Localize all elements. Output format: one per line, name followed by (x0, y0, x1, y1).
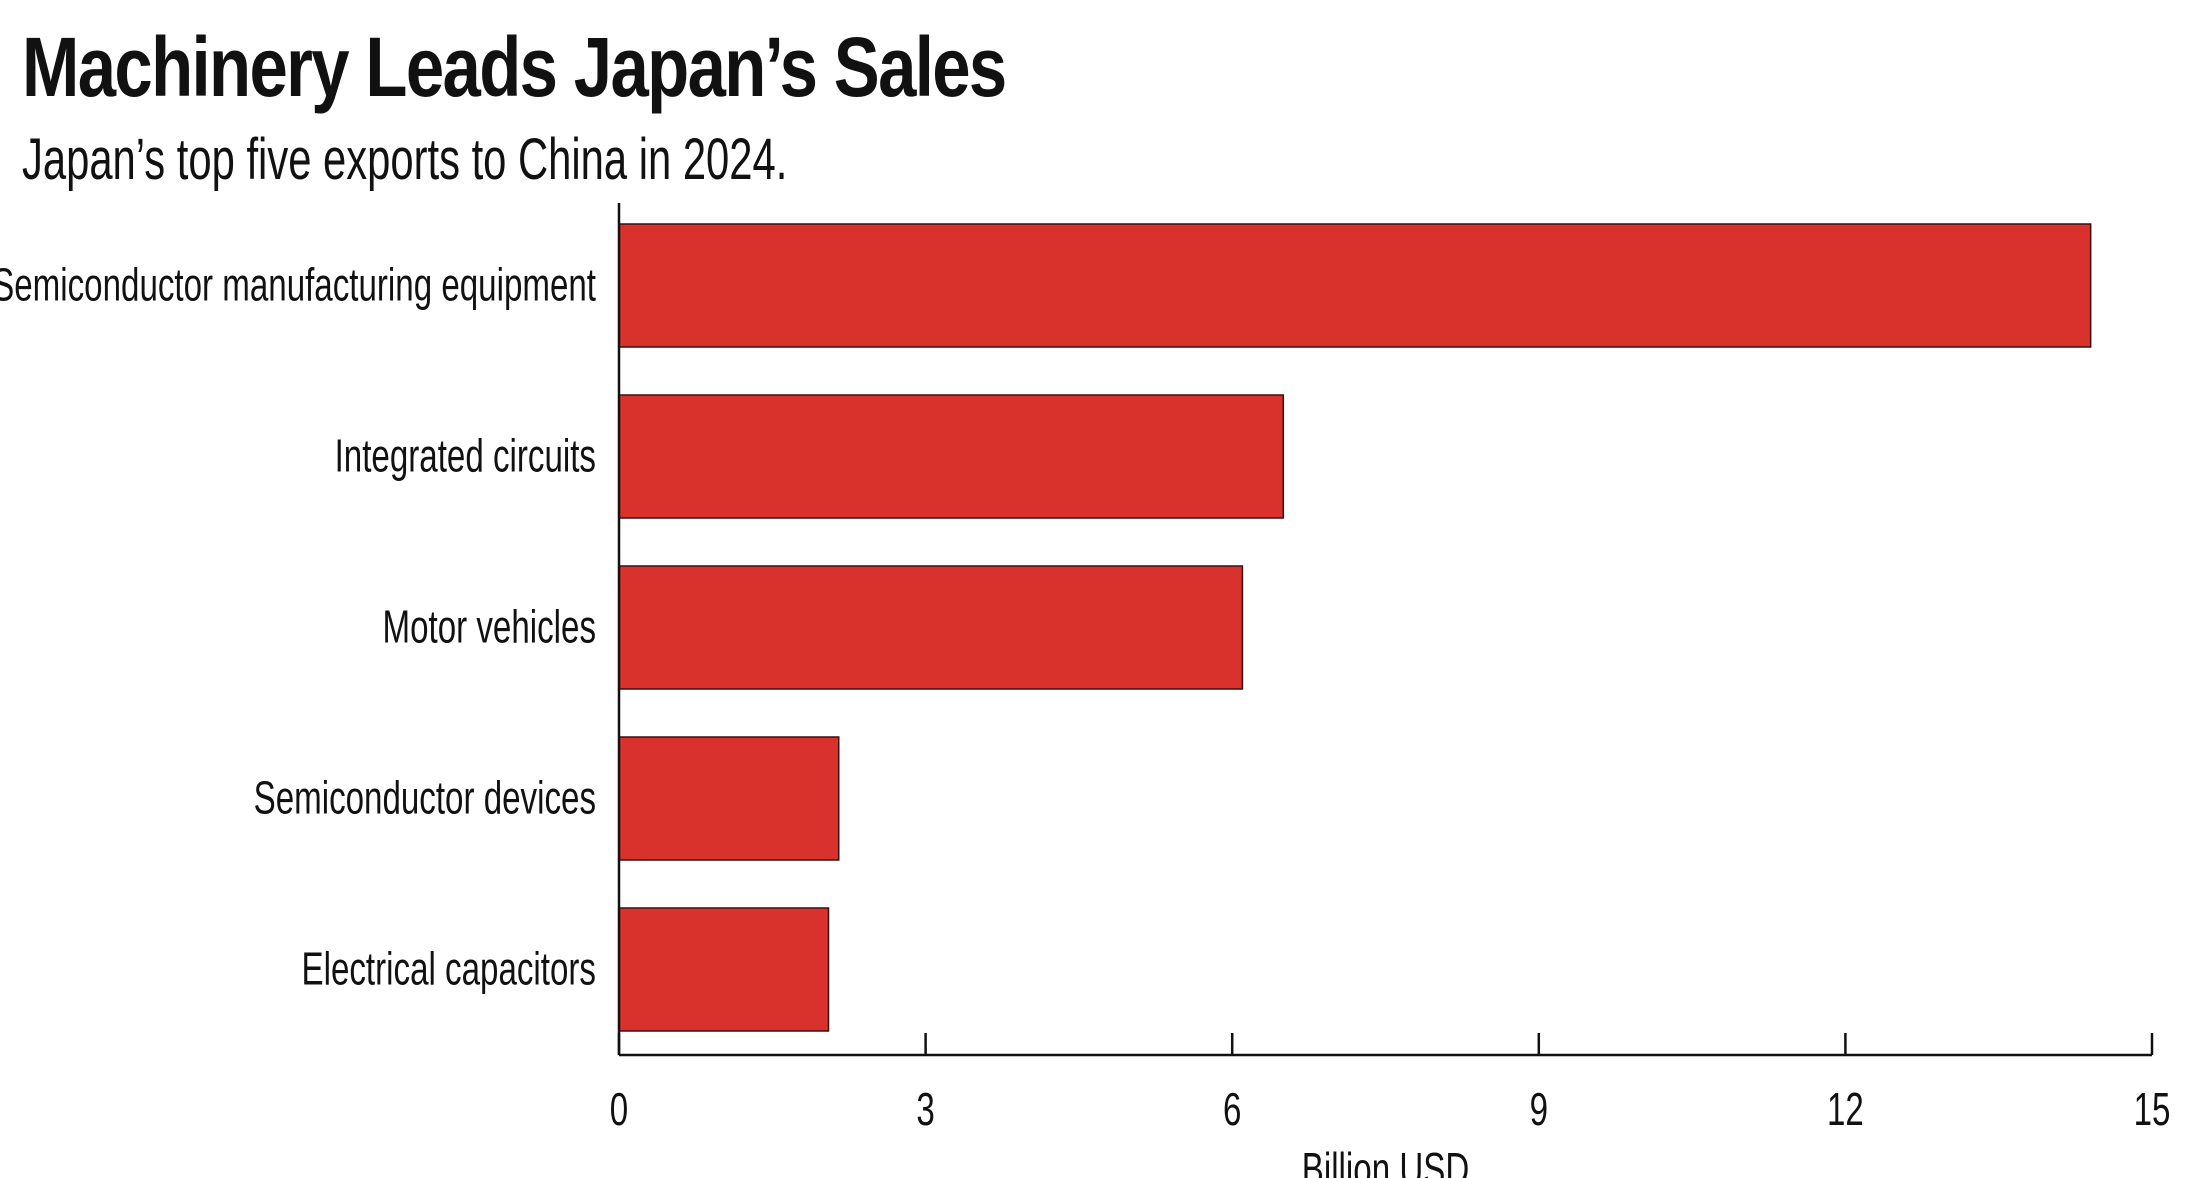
x-axis-title: Billion USD (1302, 1145, 1469, 1178)
category-label-motor-vehicles: Motor vehicles (382, 602, 596, 652)
x-tick-label-6: 6 (1223, 1085, 1241, 1135)
x-tick-label-15: 15 (2134, 1085, 2171, 1135)
bar-semiconductor-manufacturing-equipment (618, 223, 2092, 348)
x-tick-label-3: 3 (916, 1085, 934, 1135)
chart-title: Machinery Leads Japan’s Sales (22, 20, 1007, 114)
bar-electrical-capacitors (618, 907, 830, 1032)
bars-layer (618, 223, 2092, 1032)
x-tick-label-9: 9 (1530, 1085, 1548, 1135)
category-label-semiconductor-devices: Semiconductor devices (254, 773, 596, 823)
chart-subtitle: Japan’s top five exports to China in 202… (22, 127, 788, 192)
category-label-integrated-circuits: Integrated circuits (335, 431, 596, 481)
x-tick-label-0: 0 (610, 1085, 628, 1135)
category-labels: Semiconductor manufacturing equipment Int… (0, 260, 596, 994)
category-label-electrical-capacitors: Electrical capacitors (302, 944, 596, 994)
x-tick-label-12: 12 (1827, 1085, 1864, 1135)
bar-motor-vehicles (618, 565, 1244, 690)
bar-integrated-circuits (618, 394, 1285, 519)
category-label-semiconductor-manufacturing-equipment: Semiconductor manufacturing equipment (0, 260, 596, 310)
bar-semiconductor-devices (618, 736, 840, 861)
x-axis-ticks: 0 3 6 9 12 15 (610, 1033, 2171, 1135)
